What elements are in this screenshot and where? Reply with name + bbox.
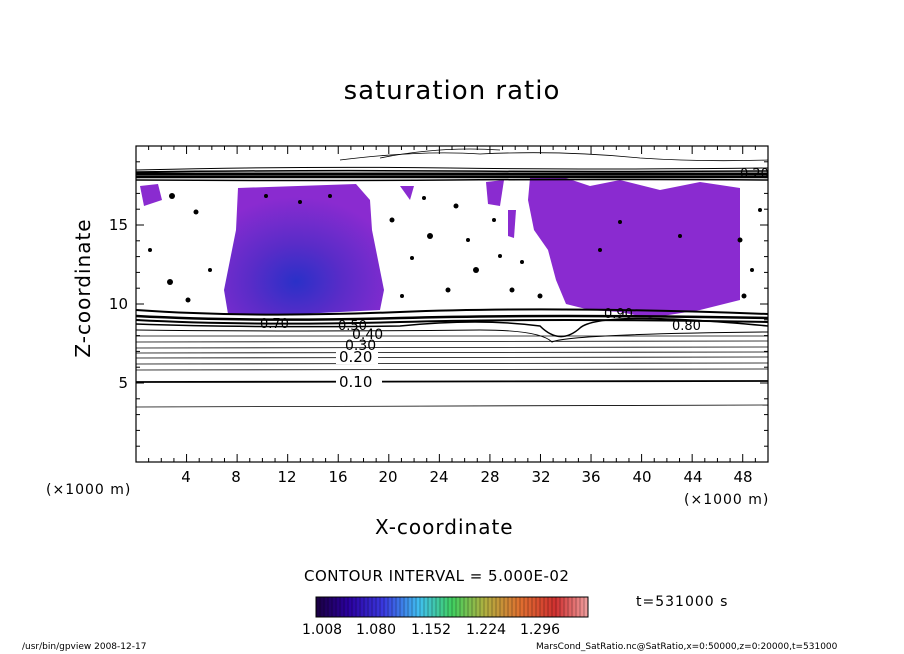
lower-contour-band [136,308,768,408]
x-tick-label: 32 [531,468,551,486]
y-tick-label: 15 [108,216,128,234]
colorbar-tick-label: 1.008 [301,622,343,638]
fill-region-small-4 [508,210,516,238]
contour-label: 0.40 [352,327,383,343]
contour-label: 0.30 [345,338,376,354]
fill-region-small-2 [486,180,504,206]
x-tick-label: 28 [480,468,500,486]
axis-ticks [136,146,768,462]
x-tick-label: 24 [429,468,449,486]
footer-left: /usr/bin/gpview 2008-12-17 [22,642,147,652]
time-label: t=531000 s [636,594,729,610]
contour-label: 0.10 [339,373,372,391]
contour-label: 0.50 [338,319,367,334]
x-tick-label: 36 [581,468,601,486]
contour-label: 0.70 [260,317,289,332]
upper-contour-band [136,148,768,182]
x-tick-label: 48 [733,468,753,486]
footer-right: MarsCond_SatRatio.nc@SatRatio,x=0:50000,… [536,642,838,652]
x-tick-label: 8 [231,468,241,486]
x-tick-label: 44 [683,468,703,486]
chart-title: saturation ratio [343,76,561,106]
contour-labels: 0.10 0.20 0.30 0.40 0.50 0.70 0.80 0.90 … [260,167,769,391]
contour-label: 0.20 [339,348,372,366]
x-unit-label: (×1000 m) [46,482,132,498]
contour-label: 0.90 [604,307,633,322]
x-tick-label: 12 [277,468,297,486]
colorbar-tick-label: 1.152 [410,622,452,638]
fill-region-small-1 [140,184,162,206]
x-tick-label: 16 [328,468,348,486]
contour-field [136,148,768,408]
speckle-contours [148,193,762,303]
colorbar-tick-label: 1.224 [465,622,507,638]
colorbar-tick-label: 1.080 [355,622,397,638]
x-axis-label: X-coordinate [375,515,514,539]
fill-region-small-3 [400,186,414,200]
y-tick-label: 5 [118,374,128,392]
contour-label: 0.20 [740,167,769,182]
colorbar-tick-label: 1.296 [519,622,561,638]
colorbar-stripes [319,597,585,617]
y-tick-label: 10 [108,295,128,313]
x-tick-label: 20 [378,468,398,486]
y-axis-label: Z-coordinate [71,218,95,358]
fill-region-right [528,176,740,318]
x-tick-label: 40 [632,468,652,486]
x-unit-label: (×1000 m) [684,492,770,508]
fill-region-left [224,184,384,314]
x-tick-label: 4 [181,468,191,486]
contour-interval-label: CONTOUR INTERVAL = 5.000E-02 [304,567,570,585]
contour-label: 0.80 [672,319,701,334]
